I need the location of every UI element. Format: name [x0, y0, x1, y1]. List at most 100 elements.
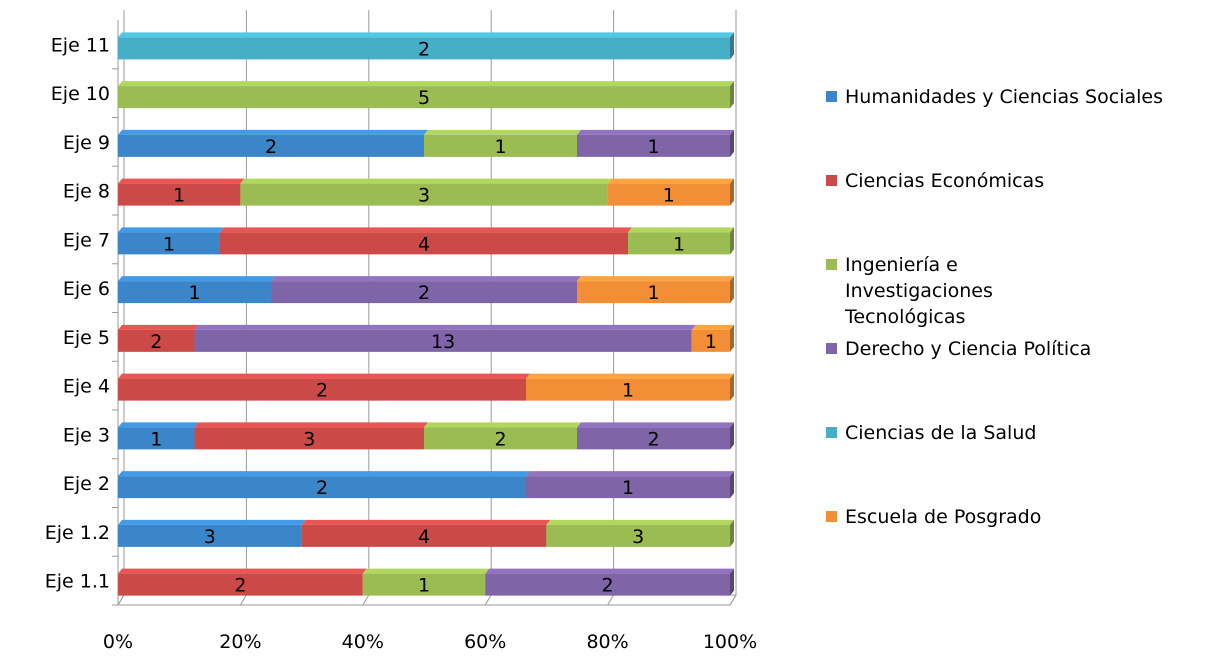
data-label: 1 [622, 477, 634, 499]
bar [424, 134, 577, 157]
bar [118, 37, 730, 60]
bar-top [526, 471, 734, 477]
bar-side [730, 81, 734, 109]
bar [118, 573, 363, 596]
bar-side [730, 32, 734, 60]
data-label: 2 [265, 136, 277, 158]
data-label: 1 [173, 185, 185, 207]
x-tick-label: 40% [342, 631, 384, 653]
data-label: 1 [673, 233, 685, 255]
bar-top [118, 178, 245, 184]
bar-top [220, 227, 632, 233]
bar-top [118, 129, 428, 135]
category-label: Eje 9 [63, 132, 110, 154]
category-label: Eje 3 [63, 424, 110, 446]
bar-top [607, 178, 734, 184]
category-label: Eje 2 [63, 473, 110, 495]
bar-side [730, 324, 734, 352]
gridline-floor [484, 594, 492, 606]
bar [577, 134, 730, 157]
bar [118, 281, 271, 304]
data-label: 3 [303, 428, 315, 450]
legend-label: Ciencias Económicas [845, 170, 1045, 192]
bar-top [546, 519, 734, 525]
category-label: Eje 8 [63, 181, 110, 203]
bar-top [577, 422, 734, 428]
legend-swatch [826, 427, 837, 438]
bar-top [118, 32, 734, 38]
bar-top [118, 568, 367, 574]
data-label: 1 [705, 331, 717, 353]
bar-top [362, 568, 490, 574]
data-label: 1 [188, 282, 200, 304]
bar-top [118, 227, 224, 233]
bar-top [118, 471, 530, 477]
bar-side [730, 129, 734, 157]
bar [118, 378, 526, 401]
bar [118, 232, 220, 255]
data-label: 2 [647, 428, 659, 450]
data-label: 1 [647, 282, 659, 304]
data-label: 1 [494, 136, 506, 158]
bar-top [271, 276, 581, 282]
gridline-floor [117, 594, 125, 606]
legend-label: Derecho y Ciencia Política [845, 338, 1092, 360]
data-label: 3 [204, 526, 216, 548]
legend-item: Ingeniería e Investigaciones Tecnológica… [826, 252, 1025, 330]
legend-swatch [826, 91, 837, 102]
bar [577, 281, 730, 304]
bar-top [485, 568, 734, 574]
bar-side [730, 227, 734, 255]
bar-top [194, 422, 428, 428]
data-label: 2 [418, 38, 430, 60]
bar [362, 573, 486, 596]
legend-item: Ciencias de la Salud [826, 420, 1215, 446]
bar-top [240, 178, 612, 184]
category-label: Eje 4 [63, 376, 110, 398]
gridline-floor [729, 594, 737, 606]
category-label: Eje 10 [51, 83, 110, 105]
x-tick-label: 60% [464, 631, 506, 653]
legend-swatch [826, 511, 837, 522]
legend-swatch [826, 175, 837, 186]
bar [240, 183, 608, 206]
bar [220, 232, 628, 255]
data-label: 2 [234, 575, 246, 597]
bar [526, 476, 730, 499]
legend-label: Ingeniería e Investigaciones Tecnológica… [845, 254, 993, 328]
data-label: 1 [150, 428, 162, 450]
data-label: 4 [418, 526, 430, 548]
data-label: 5 [418, 87, 430, 109]
bar [118, 134, 424, 157]
bar [118, 329, 195, 352]
gridline-floor [239, 594, 247, 606]
plot-background [118, 10, 736, 605]
bar-top [577, 129, 734, 135]
legend-label: Ciencias de la Salud [845, 422, 1037, 444]
bar [194, 427, 424, 450]
x-tick-label: 80% [586, 631, 628, 653]
bar-top [301, 519, 551, 525]
category-label: Eje 6 [63, 278, 110, 300]
bar-top [424, 129, 581, 135]
bar [118, 476, 526, 499]
gridline-floor [607, 594, 615, 606]
bar [301, 524, 547, 547]
bar [546, 524, 730, 547]
bar [691, 329, 730, 352]
x-tick-label: 0% [103, 631, 133, 653]
data-label: 2 [418, 282, 430, 304]
bar [118, 427, 195, 450]
legend-item: Ciencias Económicas [826, 168, 1215, 194]
bar-top [118, 519, 306, 525]
category-label: Eje 7 [63, 229, 110, 251]
category-label: Eje 11 [51, 34, 110, 56]
bar [607, 183, 730, 206]
bar-top [118, 373, 530, 379]
category-label: Eje 5 [63, 327, 110, 349]
data-label: 1 [163, 233, 175, 255]
bar [577, 427, 730, 450]
legend-label: Humanidades y Ciencias Sociales [845, 86, 1163, 108]
